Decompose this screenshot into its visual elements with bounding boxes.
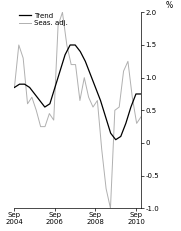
Legend: Trend, Seas. adj.: Trend, Seas. adj. bbox=[18, 12, 68, 27]
Y-axis label: %: % bbox=[165, 1, 172, 10]
